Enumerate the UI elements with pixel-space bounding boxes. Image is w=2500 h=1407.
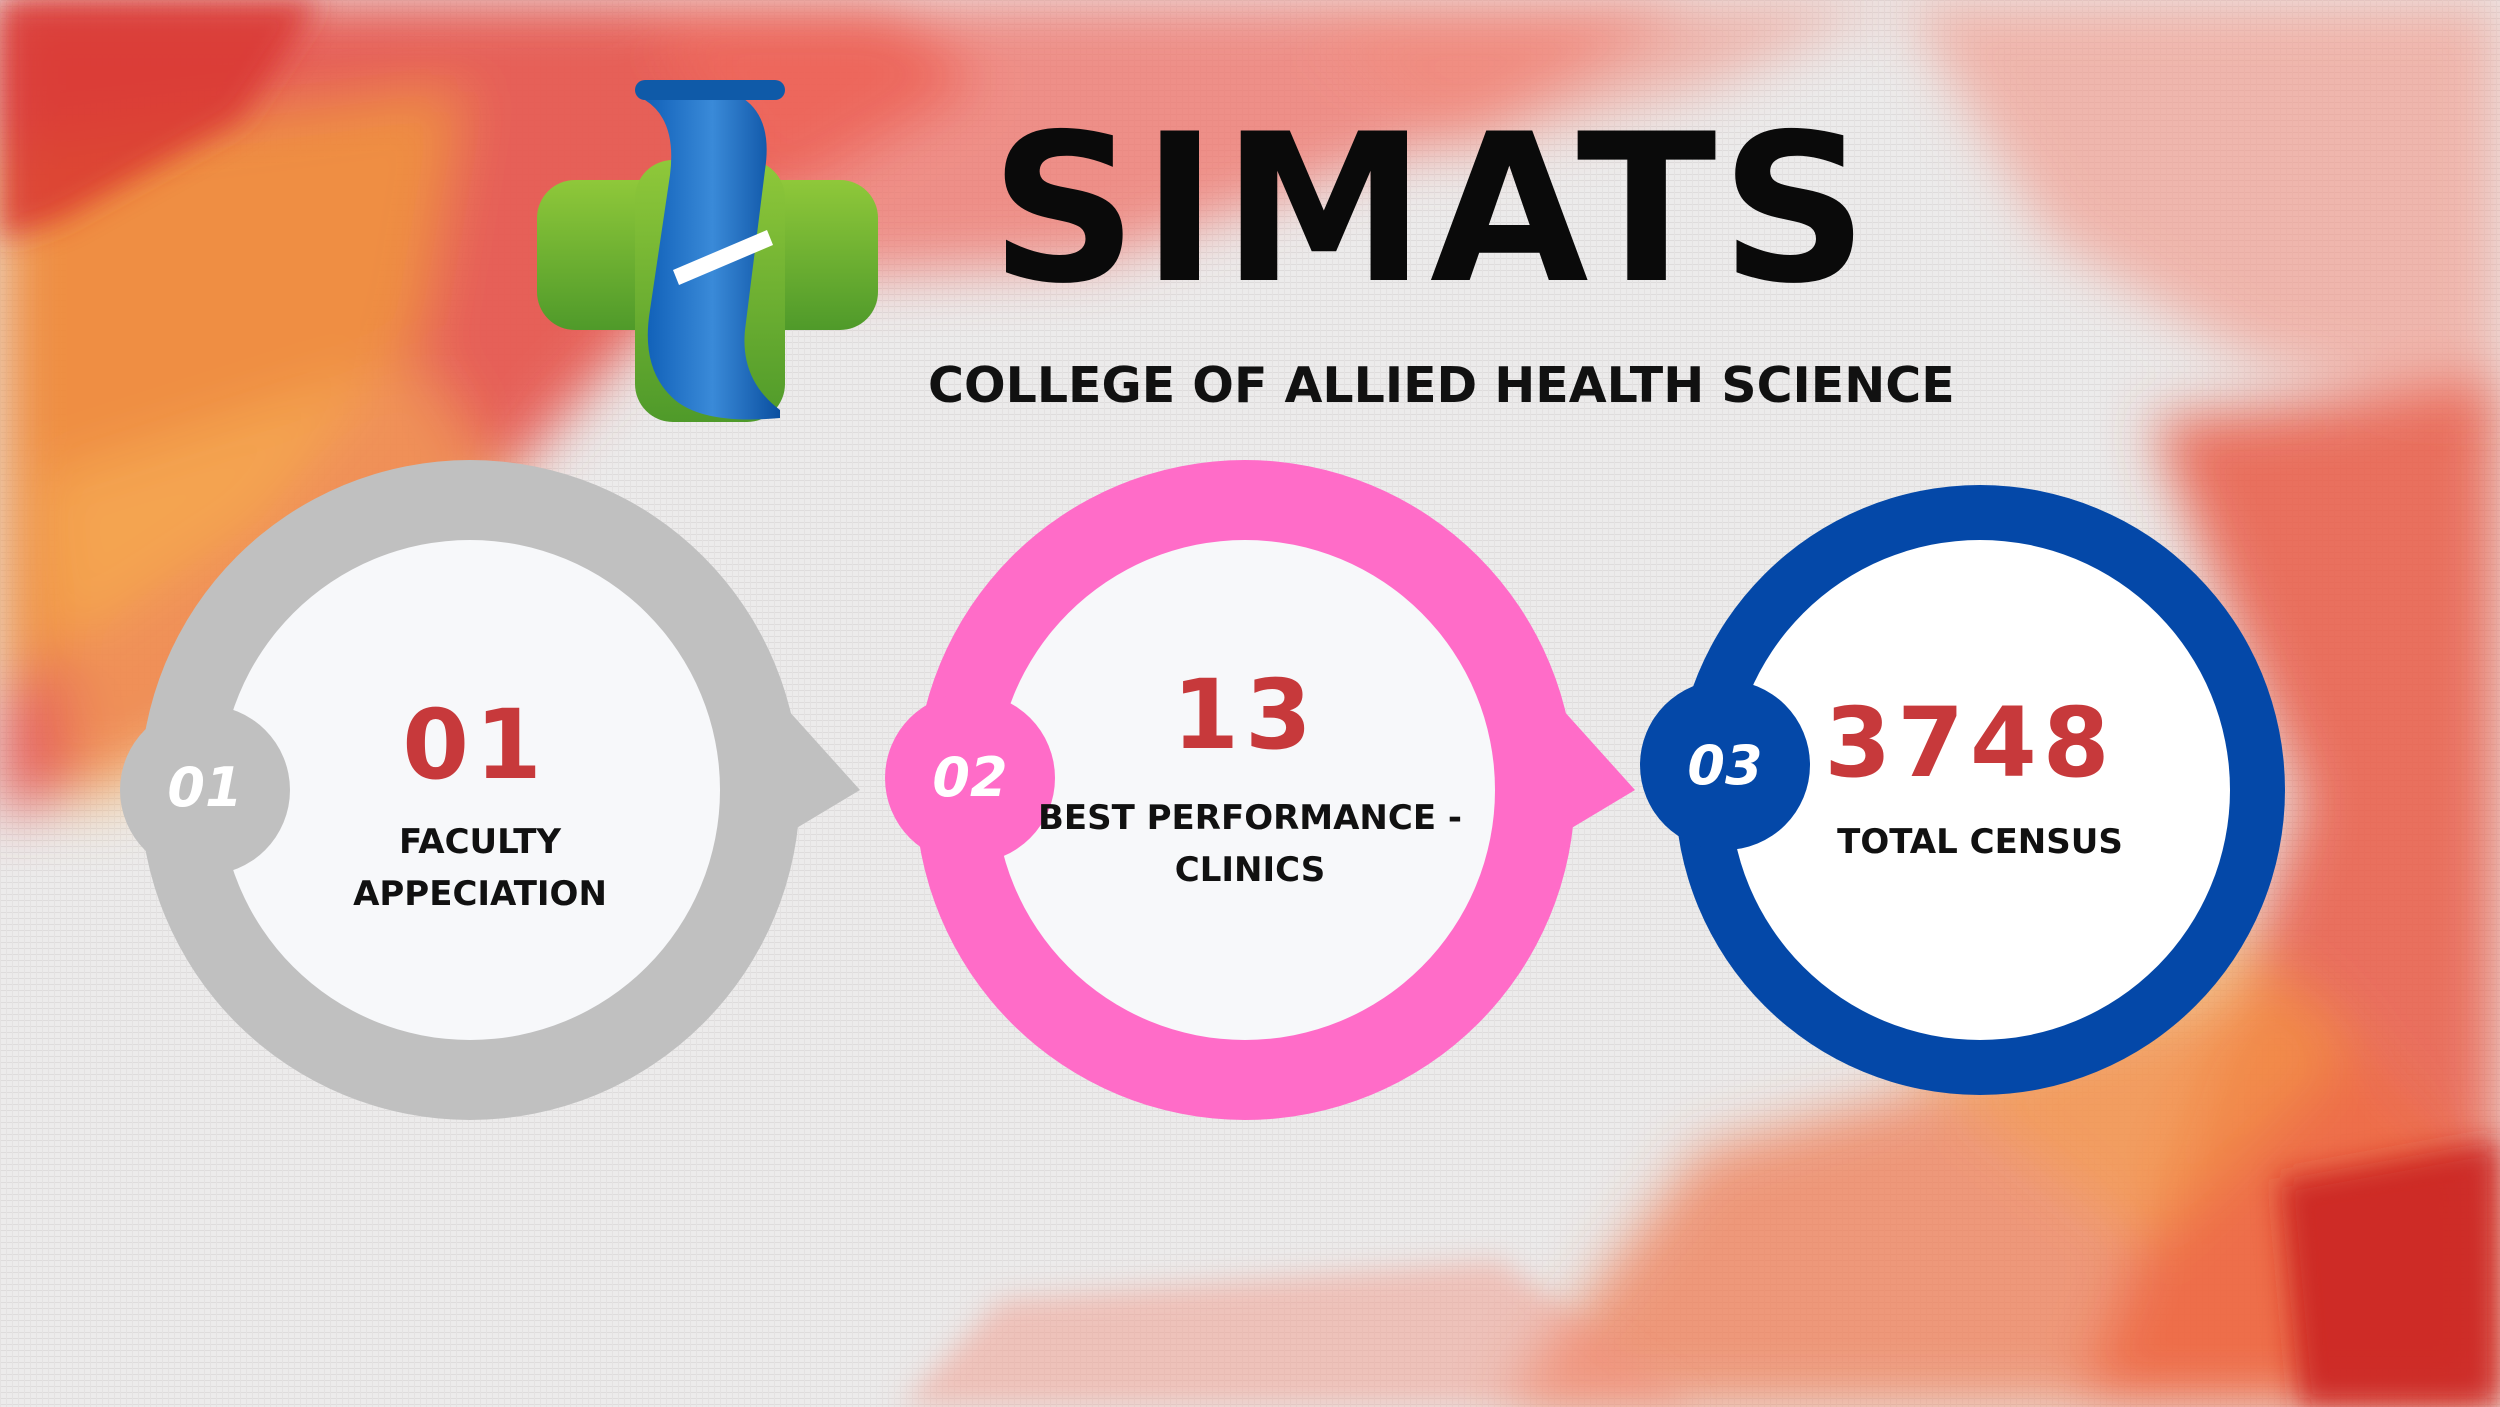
stat-label-2: BEST PERFORMANCE - CLINICS	[1037, 798, 1463, 890]
stat-value-1: 01	[402, 689, 548, 801]
stat-badge-3: 03	[1687, 734, 1763, 797]
stat-value-2: 13	[1172, 659, 1318, 771]
stat-label-3: TOTAL CENSUS	[1837, 822, 2123, 862]
brand-title: SIMATS	[990, 91, 1873, 329]
stat-label-1: FACULTY APPECIATION	[353, 822, 607, 914]
stat-badge-1: 01	[167, 756, 243, 819]
medical-cross-logo-icon	[535, 80, 880, 425]
stat-value-3: 3748	[1824, 687, 2116, 799]
college-subtitle: COLLEGE OF ALLIED HEALTH SCIENCE	[928, 357, 1955, 414]
stat-badge-2: 02	[932, 746, 1008, 809]
